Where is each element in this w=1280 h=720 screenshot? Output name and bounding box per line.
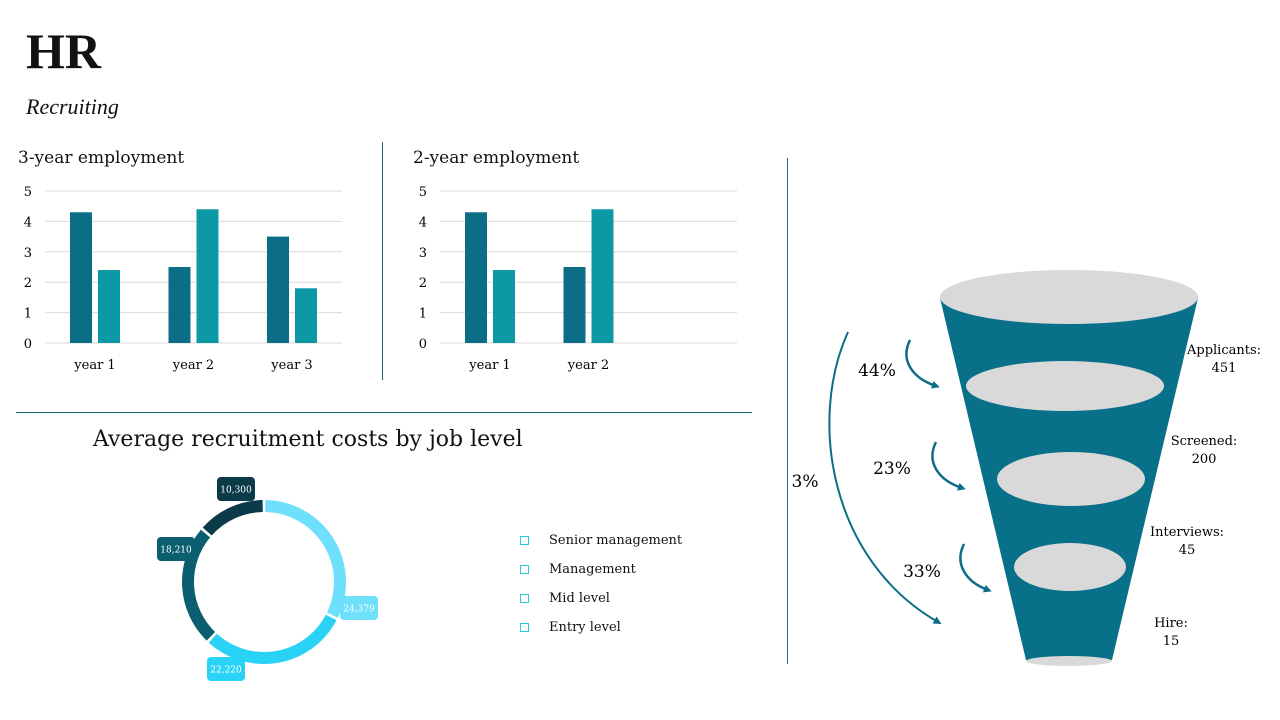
- y-tick-label: 3: [24, 246, 32, 261]
- overall-arrow-icon: [828, 331, 942, 624]
- page-subtitle: Recruiting: [26, 94, 119, 119]
- legend-label-senior: Senior management: [549, 533, 683, 548]
- data-label: 24,379: [343, 605, 375, 615]
- stage-value: 45: [1179, 543, 1196, 558]
- stage-label: Interviews:: [1150, 525, 1224, 540]
- y-tick-label: 2: [419, 276, 427, 291]
- legend-item: Management: [520, 555, 682, 584]
- x-tick-label: year 1: [468, 358, 510, 373]
- x-tick-label: year 2: [172, 358, 214, 373]
- y-tick-label: 2: [24, 276, 32, 291]
- value-callout: [217, 477, 255, 501]
- bar: [591, 209, 614, 343]
- legend-marker: [520, 565, 529, 574]
- step-rate-label: 44%: [858, 361, 896, 381]
- bar-chart-2-year: 0 1 2 3 4 5 year 1 year 2: [419, 185, 737, 373]
- step-rate-label: 33%: [903, 562, 941, 582]
- divider-horizontal: [16, 412, 752, 413]
- y-tick-label: 0: [419, 337, 427, 352]
- stage-label: Applicants:: [1186, 343, 1261, 358]
- data-label: 10,300: [220, 486, 252, 496]
- funnel-stage-ellipse: [997, 452, 1145, 506]
- legend-label-mid: Mid level: [549, 591, 610, 606]
- funnel-stage-ellipse: [966, 361, 1164, 411]
- value-callout: [340, 596, 378, 620]
- chart1-title: 3-year employment: [18, 148, 185, 168]
- legend-label-entry: Entry level: [549, 620, 621, 635]
- legend-item: Entry level: [520, 613, 682, 642]
- funnel-top-ellipse: [940, 270, 1198, 324]
- y-tick-label: 0: [24, 337, 32, 352]
- overall-rate-label: 3%: [792, 472, 819, 492]
- data-label: 22,220: [210, 666, 242, 676]
- y-tick-label: 5: [24, 185, 32, 200]
- bar: [563, 267, 586, 343]
- donut-legend: Senior management Management Mid level E…: [520, 526, 682, 642]
- bar: [493, 270, 515, 343]
- stage-value: 15: [1163, 634, 1180, 649]
- stage-label: Screened:: [1171, 434, 1238, 449]
- data-label: 18,210: [160, 546, 192, 556]
- stage-label: Hire:: [1154, 616, 1188, 631]
- arrow-icon: [959, 543, 992, 593]
- y-tick-label: 1: [24, 307, 32, 322]
- legend-item: Mid level: [520, 584, 682, 613]
- recruiting-funnel: 44% 23% 33% 3% Applicants: 451 Screened:…: [792, 270, 1261, 666]
- donut-chart-title: Average recruitment costs by job level: [93, 427, 523, 452]
- bar: [168, 267, 191, 343]
- y-tick-label: 4: [24, 215, 32, 230]
- legend-label-management: Management: [549, 562, 636, 577]
- y-tick-label: 1: [419, 307, 427, 322]
- arrow-icon: [905, 339, 940, 389]
- bar-chart-3-year: 0 1 2 3 4 5 year 1 year 2 year 3: [24, 185, 342, 373]
- bar: [465, 212, 487, 343]
- bar: [267, 236, 289, 343]
- y-tick-label: 4: [419, 215, 427, 230]
- x-tick-label: year 3: [270, 358, 312, 373]
- donut-slice: [202, 500, 263, 536]
- legend-marker: [520, 536, 529, 545]
- chart2-title: 2-year employment: [413, 148, 580, 168]
- y-tick-label: 5: [419, 185, 427, 200]
- value-callout: [157, 537, 195, 561]
- donut-slice: [208, 614, 337, 664]
- funnel-stage-ellipse: [1014, 543, 1126, 591]
- x-tick-label: year 1: [73, 358, 115, 373]
- legend-item: Senior management: [520, 526, 682, 555]
- donut-slice: [182, 529, 216, 641]
- divider-vertical-1: [382, 142, 383, 380]
- x-tick-label: year 2: [567, 358, 609, 373]
- donut-slice: [265, 500, 346, 618]
- step-rate-label: 23%: [873, 459, 911, 479]
- bar: [196, 209, 219, 343]
- donut-chart: 10,300 18,210 22,220 24,379: [157, 477, 378, 681]
- stage-value: 200: [1192, 452, 1217, 467]
- divider-vertical-2: [787, 158, 788, 664]
- bar: [295, 288, 317, 343]
- stage-value: 451: [1212, 361, 1237, 376]
- arrow-icon: [931, 441, 966, 491]
- bar: [98, 270, 120, 343]
- legend-marker: [520, 594, 529, 603]
- y-tick-label: 3: [419, 246, 427, 261]
- bar: [70, 212, 92, 343]
- funnel-bottom-ellipse: [1026, 656, 1112, 666]
- legend-marker: [520, 623, 529, 632]
- page-title: HR: [26, 23, 101, 79]
- value-callout: [207, 657, 245, 681]
